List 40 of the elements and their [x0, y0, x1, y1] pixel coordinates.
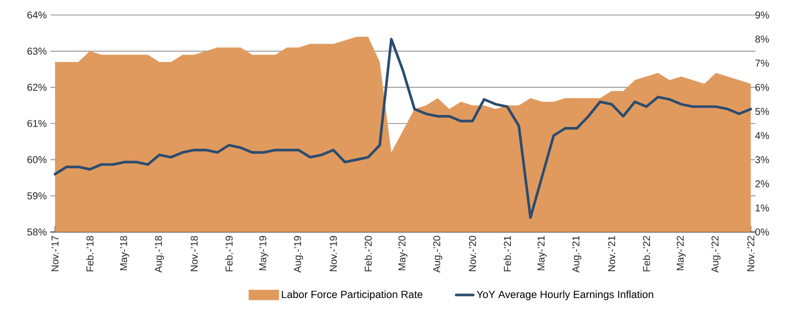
y-tick-label: 58% [27, 228, 47, 236]
x-tick-label: May-’19 [259, 236, 268, 270]
x-tick-label: Nov.-’19 [330, 236, 337, 272]
x-tick-label: Feb.-’21 [504, 236, 511, 272]
x-tick-label: Feb.-’19 [225, 236, 233, 272]
y2-tick-label: 9% [755, 11, 769, 19]
y2-tick-label: 1% [756, 204, 769, 212]
x-tick-label: Aug.-’20 [433, 236, 442, 273]
x-tick-label: May-’22 [676, 236, 686, 270]
x-tick-label: Nov.-’22 [747, 236, 754, 272]
y2-tick-label: 4% [755, 132, 769, 140]
x-tick-label: Aug.-’18 [154, 236, 164, 273]
y-tick-label: 64% [27, 11, 47, 19]
x-tick-label: May-’18 [120, 236, 130, 270]
x-tick-label: May-’20 [398, 236, 408, 270]
x-tick-label: Nov.-’21 [608, 236, 616, 272]
x-tick-label: Feb.-’18 [86, 236, 94, 272]
y-tick-label: 63% [27, 48, 47, 55]
x-tick-label: Nov.-’18 [190, 236, 198, 272]
x-tick-label: Aug.-’19 [294, 236, 304, 273]
x-tick-label: Aug.-’21 [572, 236, 582, 273]
y2-tick-label: 0% [755, 228, 769, 236]
y2-tick-label: 6% [755, 84, 769, 91]
x-tick-label: Aug.-’22 [711, 236, 720, 273]
y-tick-label: 61% [27, 120, 47, 128]
y-tick-label: 60% [27, 156, 47, 164]
y2-tick-label: 2% [755, 180, 769, 188]
legend-label: Labor Force Participation Rate [282, 290, 422, 300]
x-tick-label: Nov.-’20 [468, 236, 476, 272]
x-tick-label: Feb.-’20 [364, 236, 372, 272]
y-tick-label: 59% [27, 192, 47, 200]
y2-tick-label: 7% [755, 60, 769, 67]
y2-tick-label: 8% [755, 36, 769, 43]
y2-tick-label: 5% [755, 108, 769, 115]
y-tick-label: 62% [27, 84, 47, 91]
x-tick-label: Feb.-’22 [642, 236, 650, 272]
y2-tick-label: 3% [755, 156, 769, 164]
x-tick-label: May-’21 [538, 236, 547, 270]
legend-label: YoY Average Hourly Earnings Inflation [476, 290, 654, 300]
x-tick-label: Nov.-’17 [52, 236, 59, 272]
